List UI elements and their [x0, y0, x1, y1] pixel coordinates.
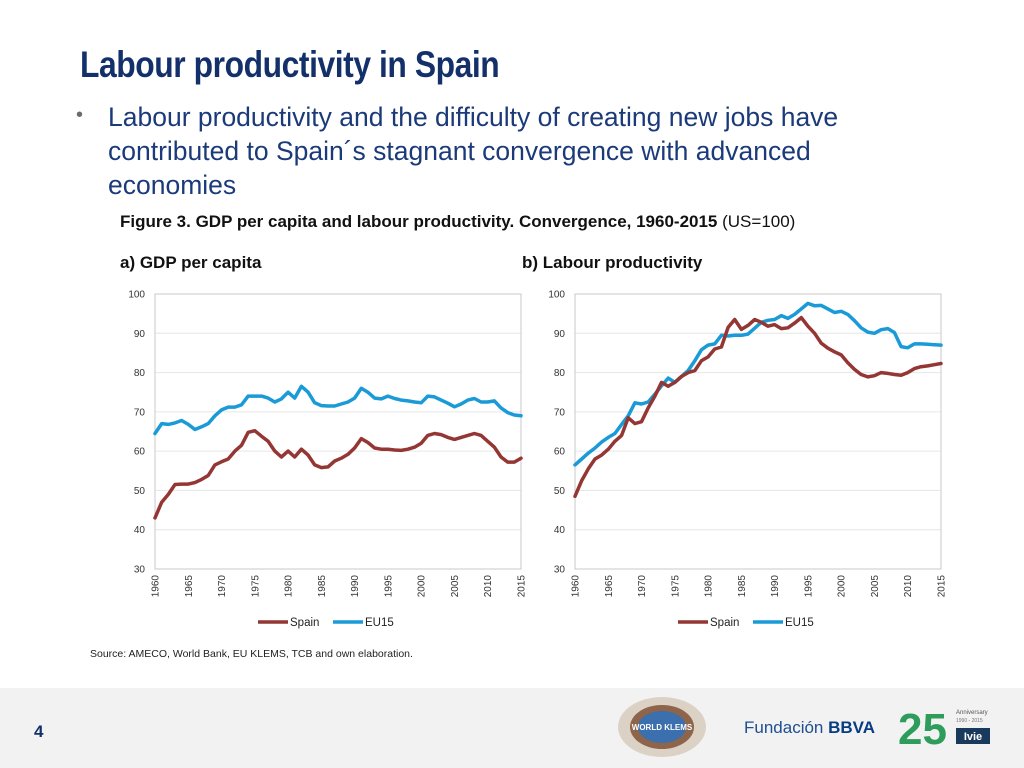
- y-tick-label: 60: [554, 447, 566, 458]
- x-tick-label: 2010: [483, 575, 494, 598]
- x-tick-label: 1980: [704, 575, 715, 598]
- bullet-marker: •: [76, 104, 84, 126]
- x-tick-label: 1965: [184, 575, 195, 598]
- y-tick-label: 80: [554, 368, 566, 379]
- fundacion-bbva-logo-prefix: Fundación: [744, 718, 829, 737]
- figure-caption-unit: (US=100): [717, 212, 796, 231]
- legend-label-spain: Spain: [290, 617, 319, 629]
- labour-productivity-chart: 100 90 80 70 60 50 40 30 1960 1965 1970 1975 1980 198…: [528, 278, 948, 643]
- figure-caption: Figure 3. GDP per capita and labour prod…: [120, 212, 795, 232]
- legend-label-eu15: EU15: [785, 617, 814, 629]
- chart-a-title: a) GDP per capita: [120, 253, 262, 272]
- labour-productivity-chart-svg: 100 90 80 70 60 50 40 30 1960 1965 1970 1975 1980 198…: [548, 290, 948, 630]
- y-tick-label: 70: [554, 407, 566, 418]
- x-tick-label: 1960: [571, 575, 582, 598]
- x-tick-label: 2000: [417, 575, 428, 598]
- x-tick-label: 2015: [937, 575, 948, 598]
- x-tick-label: 1990: [350, 575, 361, 598]
- y-tick-label: 90: [134, 329, 146, 340]
- y-tick-label: 100: [128, 290, 145, 301]
- x-tick-label: 1985: [737, 575, 748, 598]
- y-tick-label: 50: [554, 486, 566, 497]
- figure-caption-title: Figure 3. GDP per capita and labour prod…: [120, 212, 718, 231]
- y-tick-label: 50: [134, 486, 146, 497]
- ivie-name: Ivie: [964, 731, 982, 743]
- x-tick-label: 1980: [284, 575, 295, 598]
- x-tick-label: 1960: [151, 575, 162, 598]
- x-tick-label: 1995: [803, 575, 814, 598]
- x-tick-label: 2015: [517, 575, 528, 598]
- series-line-eu15: [573, 301, 943, 467]
- x-tick-label: 1970: [637, 575, 648, 598]
- y-tick-label: 90: [554, 329, 566, 340]
- y-tick-label: 30: [554, 565, 566, 576]
- y-tick-label: 70: [134, 407, 146, 418]
- series-line-eu15: [153, 384, 523, 436]
- gdp-per-capita-chart-svg: 100 90 80 70 60 50 40 30 1960 1965 1970 1975 1980 198…: [128, 290, 528, 630]
- slide-title: Labour productivity in Spain: [80, 44, 500, 85]
- series-line-spain: [573, 315, 943, 499]
- x-tick-label: 2010: [903, 575, 914, 598]
- x-tick-label: 1970: [217, 575, 228, 598]
- fundacion-bbva-logo-bold: BBVA: [828, 718, 876, 737]
- x-tick-label: 2005: [870, 575, 881, 598]
- series-line-spain: [153, 428, 523, 520]
- bullet-text: Labour productivity and the difficulty o…: [108, 102, 839, 200]
- world-klems-logo-text: WORLD KLEMS: [632, 723, 693, 732]
- y-tick-label: 100: [548, 290, 565, 301]
- x-tick-label: 1995: [383, 575, 394, 598]
- x-tick-label: 1985: [317, 575, 328, 598]
- legend-label-spain: Spain: [710, 617, 739, 629]
- x-tick-label: 1975: [250, 575, 261, 598]
- y-tick-label: 60: [134, 447, 146, 458]
- gdp-per-capita-chart: 100 90 80 70 60 50 40 30 1960 1965 1970 1975 1980 198…: [108, 278, 528, 643]
- ivie-25-anniversary-logo: 25 Anniversary 1990 - 2015 Ivie: [898, 705, 990, 752]
- page-number: 4: [34, 722, 44, 741]
- world-klems-logo: WORLD KLEMS: [618, 697, 706, 757]
- y-tick-label: 40: [554, 525, 566, 536]
- ivie-25-number: 25: [898, 705, 947, 752]
- fundacion-bbva-logo: Fundación BBVA: [744, 718, 875, 738]
- chart-b-title: b) Labour productivity: [522, 253, 703, 272]
- ivie-anniversary-label: Anniversary: [956, 710, 988, 716]
- y-tick-label: 40: [134, 525, 146, 536]
- plot-frame: [574, 293, 942, 570]
- footer-bar: [0, 688, 1024, 768]
- x-tick-label: 2005: [450, 575, 461, 598]
- x-tick-label: 1990: [770, 575, 781, 598]
- y-tick-label: 30: [134, 565, 146, 576]
- source-note: Source: AMECO, World Bank, EU KLEMS, TCB…: [90, 648, 413, 660]
- x-tick-label: 2000: [837, 575, 848, 598]
- plot-frame: [154, 293, 522, 570]
- y-tick-label: 80: [134, 368, 146, 379]
- x-tick-label: 1975: [670, 575, 681, 598]
- x-tick-label: 1965: [604, 575, 615, 598]
- ivie-years-label: 1990 - 2015: [956, 718, 983, 724]
- legend-label-eu15: EU15: [365, 617, 394, 629]
